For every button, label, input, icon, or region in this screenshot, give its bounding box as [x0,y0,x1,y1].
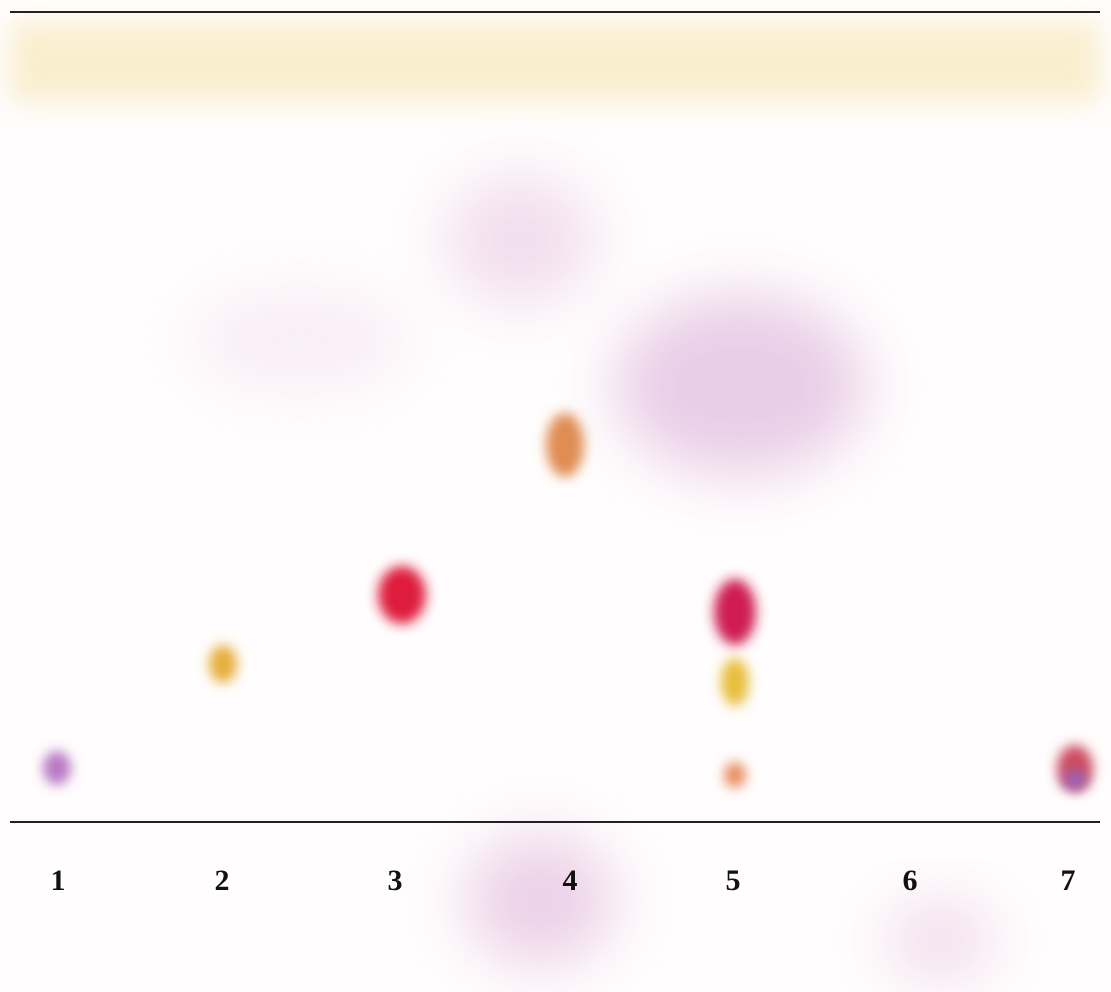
lane-label: 4 [563,864,578,897]
diffuse-spot [445,175,595,305]
solvent-front-band [10,22,1100,102]
spot [209,645,237,683]
diffuse-spot [465,835,615,965]
spot [378,566,426,624]
lane-label: 2 [215,864,230,897]
lane-label: 3 [388,864,403,897]
diffuse-spot [885,900,995,980]
spot [546,413,584,477]
lane-label: 6 [903,864,918,897]
diffuse-spot [190,290,410,390]
lane-label: 1 [51,864,66,897]
spot [724,762,746,788]
lane-label: 5 [726,864,741,897]
diffuse-spot [615,295,865,475]
spot [1063,770,1087,790]
spot [721,658,749,706]
spot [714,579,756,645]
lane-label: 7 [1061,864,1076,897]
spot [43,751,71,785]
